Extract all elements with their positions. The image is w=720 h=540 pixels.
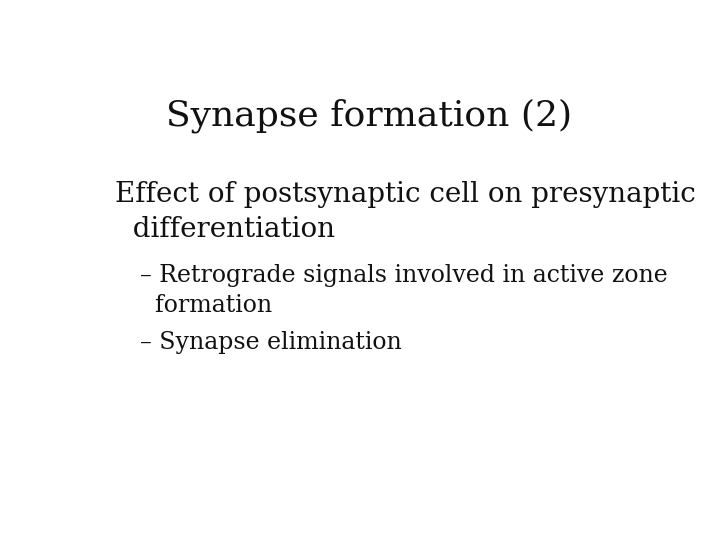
Text: – Synapse elimination: – Synapse elimination bbox=[140, 331, 402, 354]
Text: Effect of postsynaptic cell on presynaptic
  differentiation: Effect of postsynaptic cell on presynapt… bbox=[115, 181, 696, 242]
Text: – Retrograde signals involved in active zone
  formation: – Retrograde signals involved in active … bbox=[140, 265, 668, 316]
Text: Synapse formation (2): Synapse formation (2) bbox=[166, 98, 572, 133]
